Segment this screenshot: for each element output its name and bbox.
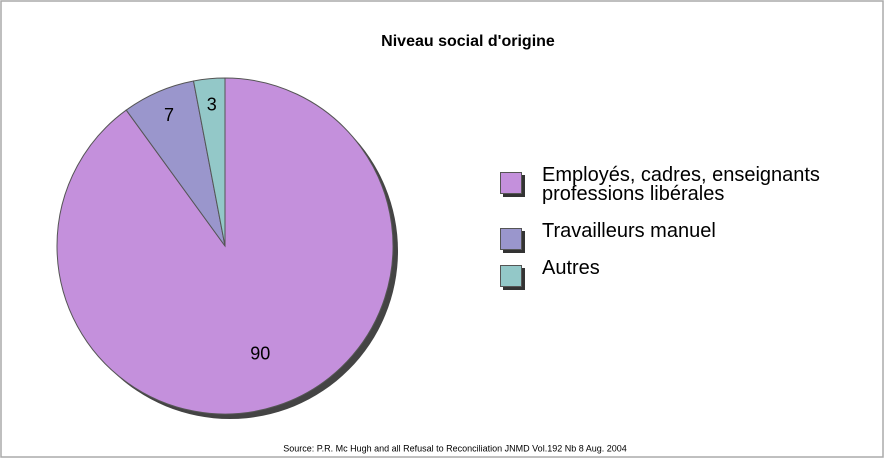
data-label: 90	[250, 343, 270, 363]
pie-slice	[192, 77, 226, 247]
chart-title: Niveau social d'origine	[381, 33, 555, 50]
legend-label: Employés, cadres, enseignants profession…	[542, 164, 820, 205]
legend-label: Travailleurs manuel	[542, 220, 716, 242]
source-note: Source: P.R. Mc Hugh and all Refusal to …	[283, 443, 627, 453]
legend-swatch	[500, 265, 522, 287]
data-label: 7	[164, 105, 174, 125]
legend-swatch	[500, 172, 522, 194]
legend-item: Autres	[500, 257, 860, 287]
legend-item: Travailleurs manuel	[500, 220, 860, 250]
legend-label: Autres	[542, 257, 600, 279]
data-label: 3	[207, 94, 217, 114]
legend: Employés, cadres, enseignants profession…	[500, 164, 860, 296]
legend-item: Employés, cadres, enseignants profession…	[500, 164, 860, 205]
legend-swatch	[500, 228, 522, 250]
